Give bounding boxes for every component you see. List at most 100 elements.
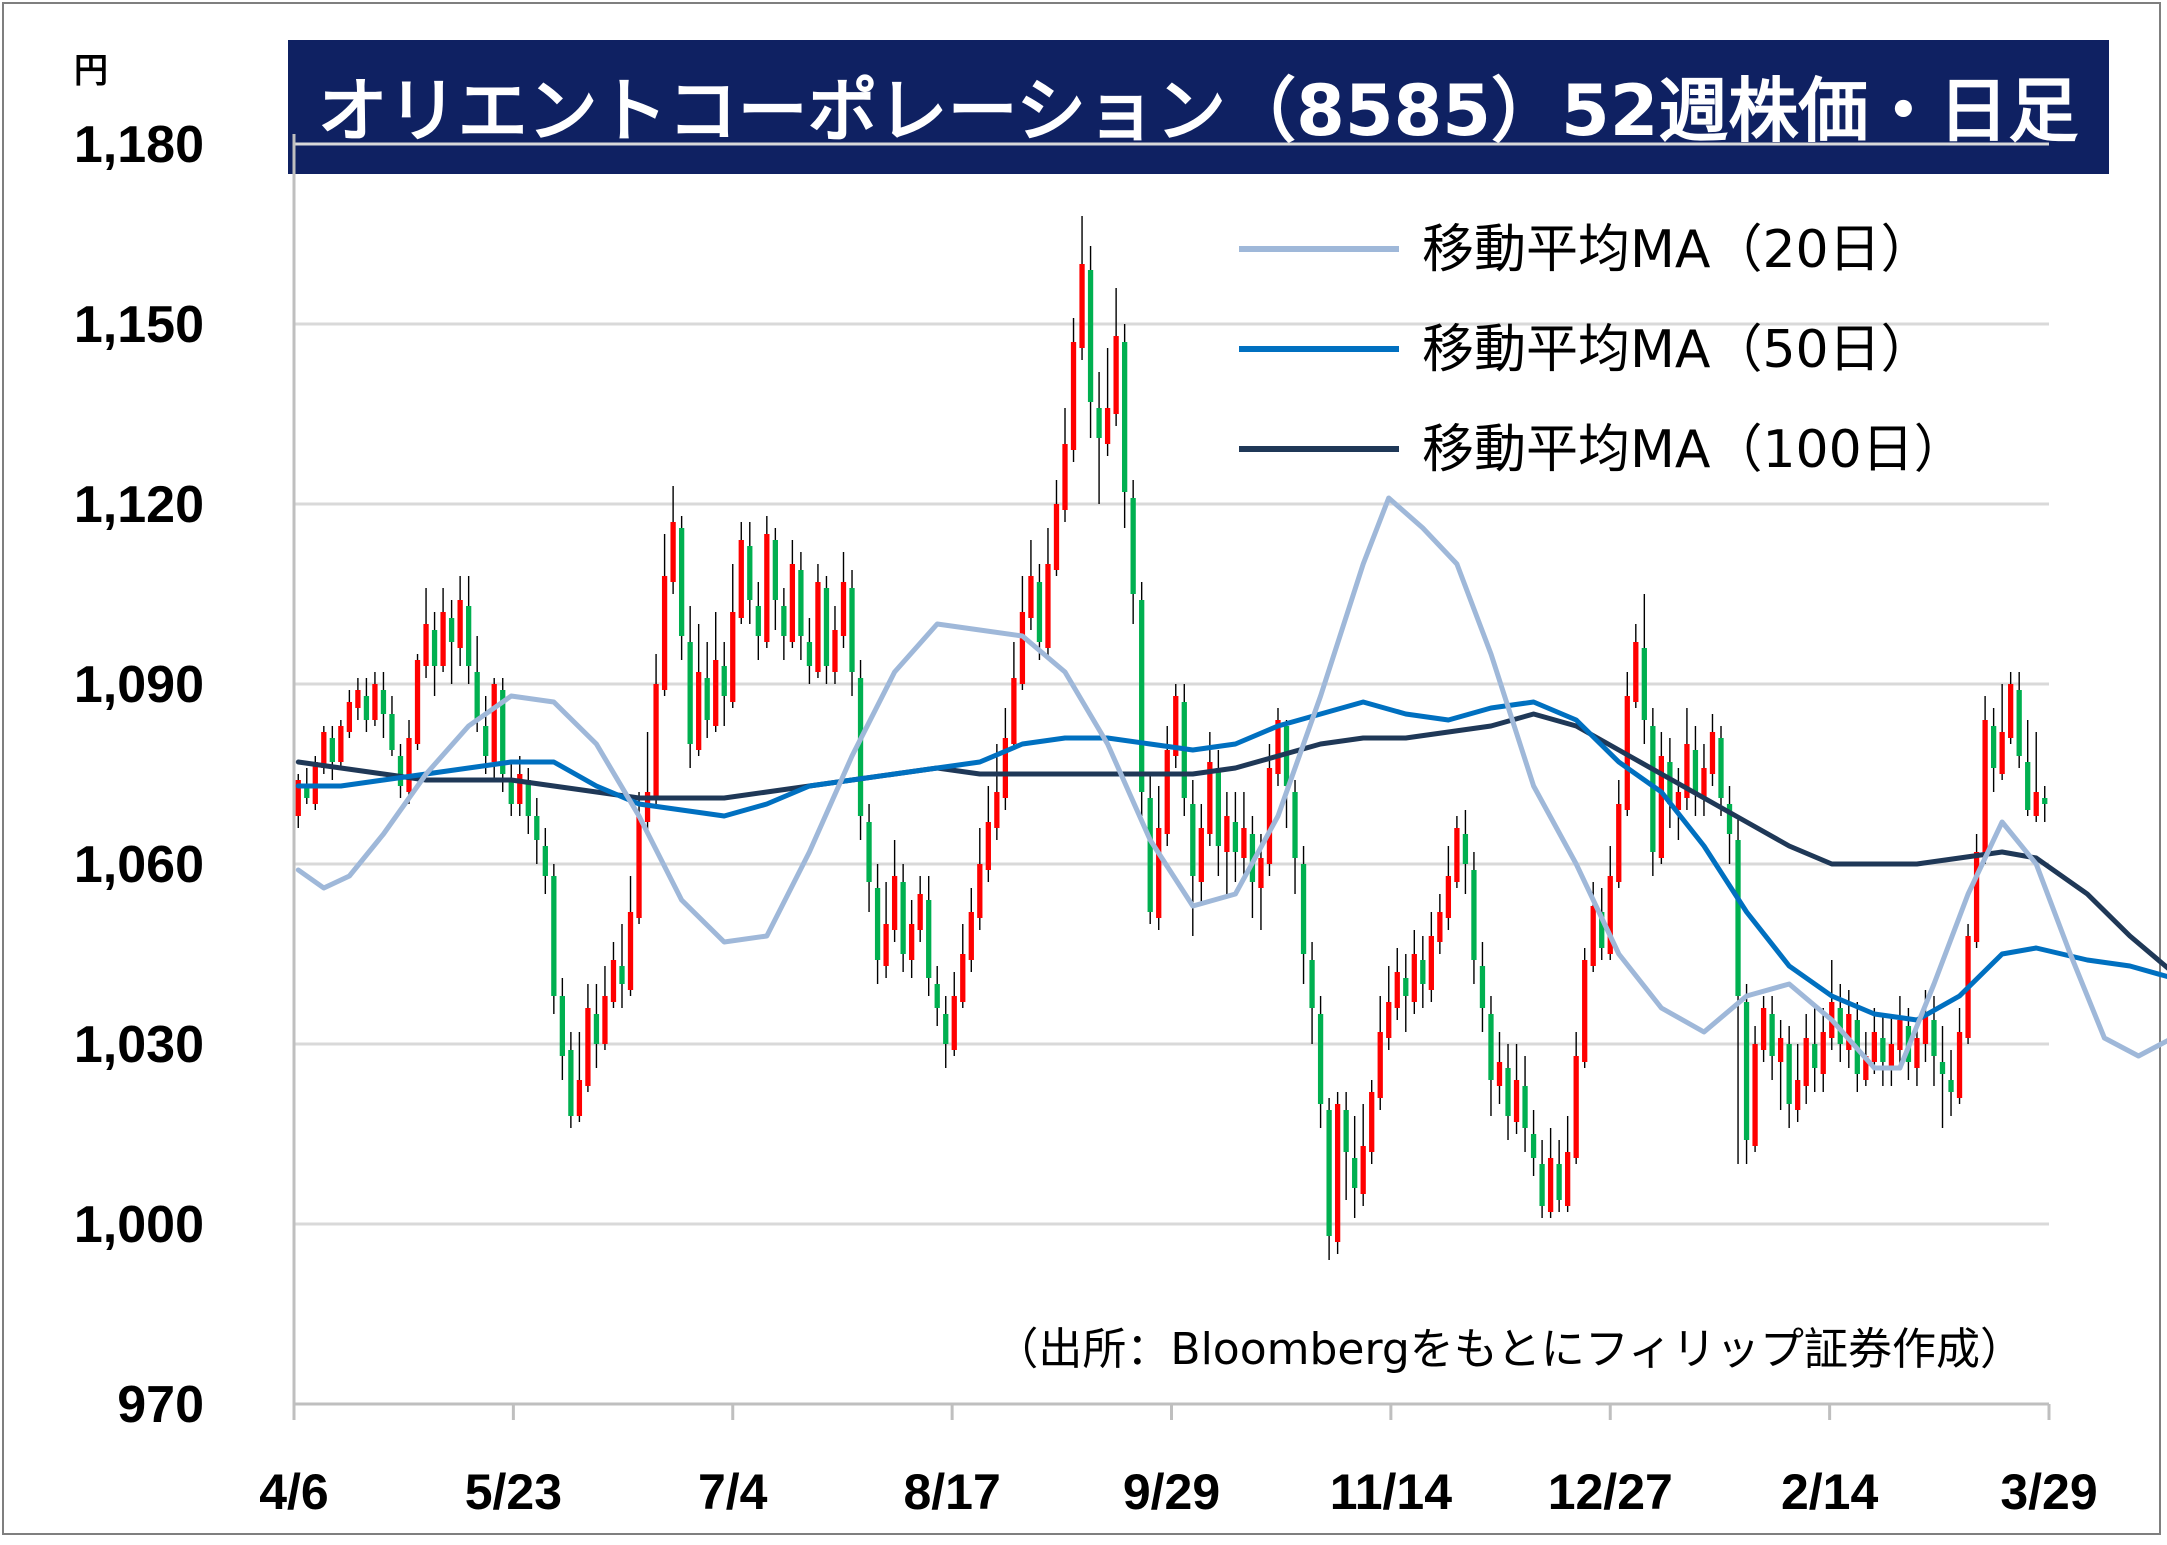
candle-body: [1036, 582, 1043, 642]
candle: [389, 696, 395, 756]
candle: [934, 966, 940, 1026]
candle: [1224, 792, 1230, 894]
candle-body: [1164, 750, 1170, 834]
candle-body: [1377, 1032, 1383, 1098]
candle-body: [619, 966, 625, 984]
candle-body: [926, 900, 932, 978]
candle: [1070, 318, 1077, 462]
candle: [1445, 846, 1452, 930]
candle: [585, 984, 591, 1092]
candle: [1539, 1140, 1545, 1218]
candle: [1198, 804, 1204, 906]
candle: [1122, 324, 1128, 528]
candle-body: [1914, 1038, 1920, 1068]
candle-body: [304, 786, 310, 798]
candle: [1232, 792, 1239, 882]
candle-body: [1752, 1044, 1758, 1146]
candle-body: [1309, 960, 1315, 1008]
candle-body: [1139, 600, 1145, 792]
candle-body: [1275, 720, 1281, 774]
candle-body: [1547, 1158, 1554, 1212]
legend-label-ma50: 移動平均MA（50日）: [1422, 320, 1933, 380]
candle-body: [1599, 912, 1605, 948]
candle: [440, 588, 446, 672]
candle: [1403, 954, 1409, 1032]
candle: [363, 678, 370, 732]
source-note: （出所：Bloombergをもとにフィリップ証券作成）: [994, 1324, 2024, 1375]
y-tick-label: 1,000: [74, 1196, 204, 1254]
candle-body: [1939, 1062, 1946, 1074]
candle: [525, 768, 531, 834]
candle: [1777, 1020, 1784, 1110]
y-tick-label: 1,180: [74, 116, 204, 174]
series-line-ma100: [295, 711, 2167, 971]
candle: [431, 612, 438, 696]
candle: [1028, 540, 1034, 630]
candle-body: [1190, 804, 1196, 876]
candle-body: [295, 780, 301, 816]
candle: [2042, 786, 2048, 822]
candle-body: [1684, 744, 1690, 798]
candle: [329, 726, 335, 780]
candle: [1479, 942, 1486, 1032]
x-tick-label: 3/29: [2000, 1464, 2097, 1520]
candle: [960, 924, 966, 1008]
series-line-ma20: [295, 495, 2167, 1071]
candle: [951, 972, 957, 1056]
candle-body: [781, 606, 787, 636]
candle: [1939, 1026, 1946, 1128]
candle-body: [1028, 576, 1034, 618]
candle: [1275, 708, 1281, 786]
candle: [721, 642, 727, 726]
y-axis-unit: 円: [74, 51, 108, 91]
candle: [798, 552, 804, 660]
candle-body: [857, 678, 864, 816]
candle-body: [1428, 936, 1434, 990]
candle-body: [1803, 1038, 1809, 1086]
candle-body: [1266, 768, 1273, 864]
candle-body: [968, 912, 974, 960]
candle-body: [525, 780, 531, 816]
candle-body: [1743, 1002, 1750, 1140]
candle-body: [1973, 852, 1980, 942]
candle: [874, 864, 881, 984]
candle-body: [874, 888, 881, 960]
candle: [483, 696, 489, 774]
chart-canvas: オリエントコーポレーション（8585）52週株価・日足 円 1,180 1,150…: [74, 40, 2167, 1520]
candle-body: [1352, 1158, 1358, 1188]
candle-body: [1104, 408, 1111, 444]
candle-body: [1334, 1104, 1341, 1242]
candle: [1053, 480, 1060, 576]
candle-body: [1070, 342, 1077, 450]
candle-body: [1633, 642, 1639, 702]
series-line-ma50: [295, 699, 2167, 1023]
candle: [1326, 1098, 1332, 1260]
candle: [1547, 1128, 1554, 1218]
candle-body: [1999, 732, 2005, 774]
candle-body: [1607, 876, 1613, 954]
candle-body: [1198, 828, 1204, 882]
candle: [968, 888, 974, 972]
candlesticks: [295, 216, 2048, 1260]
candle-body: [338, 726, 344, 762]
candle: [1386, 966, 1392, 1050]
candle: [619, 924, 625, 1008]
candle: [1317, 996, 1324, 1128]
candle-body: [840, 582, 847, 636]
candle-body: [985, 822, 991, 870]
candle-body: [483, 726, 489, 756]
candle: [2033, 732, 2039, 822]
candle-body: [1369, 1092, 1375, 1152]
y-tick-label: 970: [117, 1376, 204, 1434]
candle: [1462, 810, 1469, 894]
grid-lines: [294, 142, 2049, 1226]
legend-label-ma100: 移動平均MA（100日）: [1422, 420, 1966, 480]
candle-body: [1496, 1062, 1503, 1086]
candle: [909, 900, 915, 978]
candle: [414, 654, 421, 750]
candle: [1752, 1026, 1758, 1152]
candle: [500, 678, 506, 792]
candle-body: [1394, 972, 1400, 1008]
candle-body: [1224, 816, 1230, 852]
candle: [1496, 1032, 1503, 1104]
